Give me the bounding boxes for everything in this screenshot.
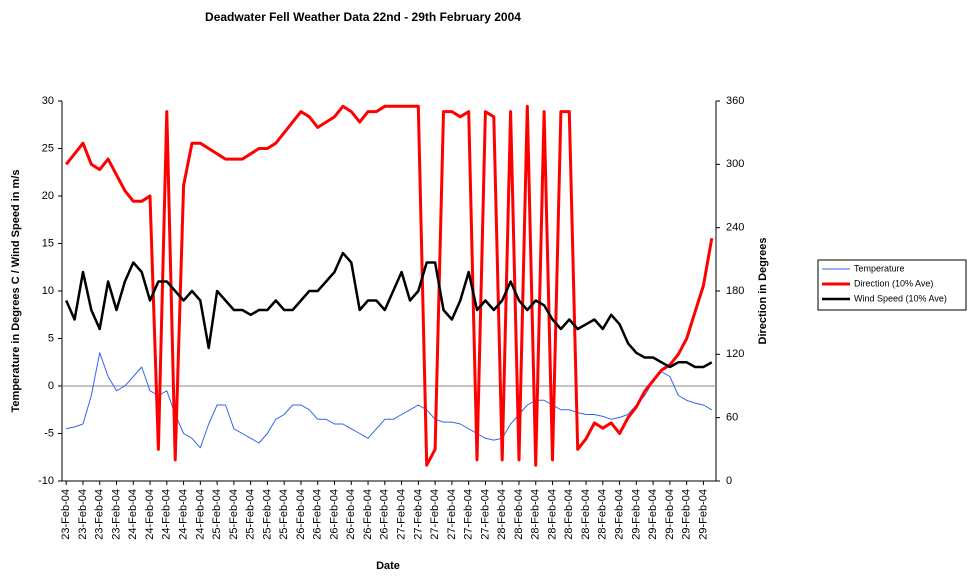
x-tick-label: 28-Feb-04 [513, 489, 525, 540]
x-tick-label: 26-Feb-04 [312, 489, 324, 540]
y-tick-label: 15 [42, 237, 54, 249]
x-tick-label: 26-Feb-04 [345, 489, 357, 540]
x-tick-label: 24-Feb-04 [161, 489, 173, 540]
y-tick-label: 20 [42, 190, 54, 202]
x-tick-label: 29-Feb-04 [647, 489, 659, 540]
y2-tick-label: 300 [726, 158, 744, 170]
x-tick-label: 28-Feb-04 [496, 489, 508, 540]
legend-label: Direction (10% Ave) [854, 278, 933, 288]
x-tick-label: 29-Feb-04 [664, 489, 676, 540]
y-tick-label: -10 [38, 475, 54, 487]
x-tick-label: 28-Feb-04 [530, 489, 542, 540]
x-tick-label: 28-Feb-04 [546, 489, 558, 540]
x-tick-label: 24-Feb-04 [127, 489, 139, 540]
x-axis-label: Date [376, 560, 400, 572]
legend-label: Wind Speed (10% Ave) [854, 293, 947, 303]
series-line [65, 104, 714, 467]
x-tick-label: 25-Feb-04 [211, 489, 223, 540]
chart-title: Deadwater Fell Weather Data 22nd - 29th … [205, 10, 521, 24]
y-axis-label: Temperature in Degrees C / Wind Speed in… [10, 170, 22, 413]
legend-label: Temperature [854, 263, 905, 273]
x-tick-label: 26-Feb-04 [328, 489, 340, 540]
x-tick-label: 29-Feb-04 [681, 489, 693, 540]
x-tick-label: 28-Feb-04 [597, 489, 609, 540]
x-tick-label: 23-Feb-04 [110, 489, 122, 540]
x-tick-label: 23-Feb-04 [60, 489, 72, 540]
y2-tick-label: 180 [726, 285, 744, 297]
x-tick-label: 27-Feb-04 [412, 489, 424, 540]
x-tick-label: 27-Feb-04 [463, 489, 475, 540]
x-tick-label: 28-Feb-04 [563, 489, 575, 540]
x-tick-label: 27-Feb-04 [429, 489, 441, 540]
y-tick-label: 25 [42, 142, 54, 154]
x-tick-label: 26-Feb-04 [295, 489, 307, 540]
x-tick-label: 25-Feb-04 [245, 489, 257, 540]
x-tick-label: 27-Feb-04 [479, 489, 491, 540]
x-tick-label: 26-Feb-04 [379, 489, 391, 540]
y-tick-label: 0 [48, 380, 54, 392]
x-tick-label: 25-Feb-04 [278, 489, 290, 540]
x-tick-label: 28-Feb-04 [580, 489, 592, 540]
y2-tick-label: 360 [726, 95, 744, 107]
x-tick-label: 23-Feb-04 [94, 489, 106, 540]
series-line [66, 352, 713, 449]
y2-tick-label: 120 [726, 348, 744, 360]
x-tick-label: 24-Feb-04 [144, 489, 156, 540]
y2-tick-label: 60 [726, 412, 738, 424]
x-tick-label: 24-Feb-04 [177, 489, 189, 540]
y2-tick-label: 240 [726, 222, 744, 234]
x-tick-label: 26-Feb-04 [362, 489, 374, 540]
x-tick-label: 27-Feb-04 [395, 489, 407, 540]
x-tick-label: 29-Feb-04 [613, 489, 625, 540]
x-tick-label: 27-Feb-04 [446, 489, 458, 540]
y2-axis-label: Direction in Degrees [757, 238, 769, 345]
y-tick-label: 5 [48, 332, 54, 344]
y-tick-label: 30 [42, 95, 54, 107]
x-tick-label: 25-Feb-04 [228, 489, 240, 540]
x-tick-label: 24-Feb-04 [194, 489, 206, 540]
x-tick-label: 29-Feb-04 [630, 489, 642, 540]
y-tick-label: 10 [42, 285, 54, 297]
x-tick-label: 29-Feb-04 [697, 489, 709, 540]
y2-tick-label: 0 [726, 475, 732, 487]
y-tick-label: -5 [44, 427, 54, 439]
series-line [65, 251, 713, 369]
x-tick-label: 23-Feb-04 [77, 489, 89, 540]
x-tick-label: 25-Feb-04 [261, 489, 273, 540]
